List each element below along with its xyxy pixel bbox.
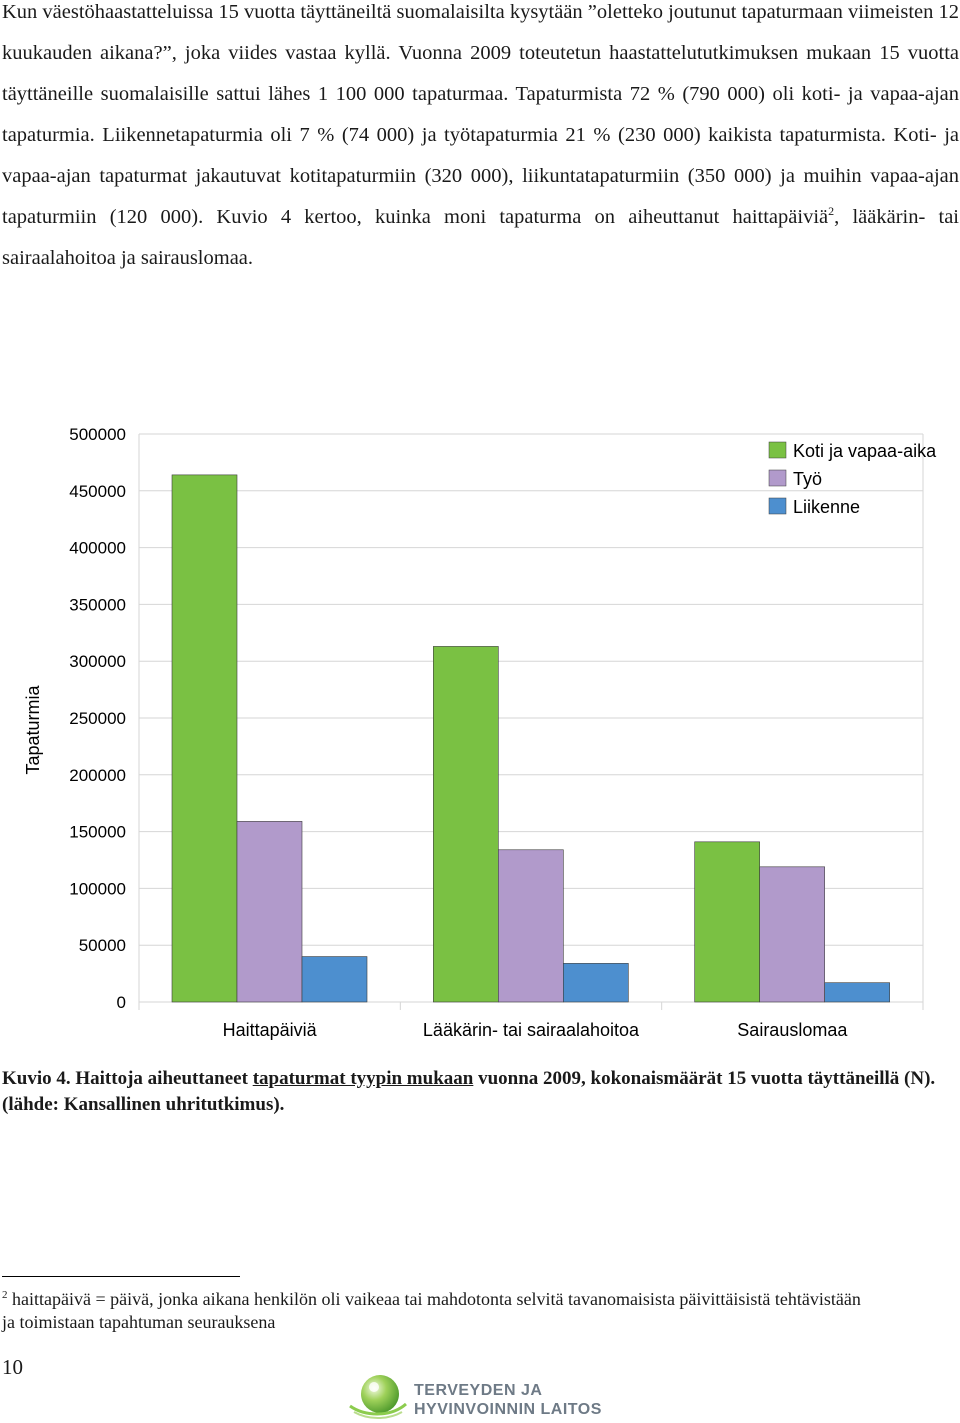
body-paragraph: Kun väestöhaastatteluissa 15 vuotta täyt… <box>2 0 959 279</box>
bar <box>824 982 890 1003</box>
footnote-number: 2 <box>2 1289 8 1301</box>
caption-underlined: tapaturmat tyypin mukaan <box>252 1068 474 1089</box>
bar <box>498 849 564 1003</box>
y-tick-label: 0 <box>117 993 126 1012</box>
logo-text: TERVEYDEN JA HYVINVOINNIN LAITOS <box>414 1381 602 1419</box>
y-tick-label: 50000 <box>79 936 126 955</box>
chart-legend: Koti ja vapaa-aika Työ Liikenne <box>768 441 937 517</box>
y-tick-label: 450000 <box>69 482 126 501</box>
figure-caption: Kuvio 4. Haittoja aiheuttaneet tapaturma… <box>2 1066 942 1118</box>
logo-line-2: HYVINVOINNIN LAITOS <box>414 1401 602 1418</box>
y-tick-label: 100000 <box>69 879 126 898</box>
page-number: 10 <box>2 1355 23 1379</box>
footnote-reference: 2 <box>828 204 835 219</box>
y-tick-label: 150000 <box>69 823 126 842</box>
y-tick-label: 350000 <box>69 595 126 614</box>
y-axis-label: Tapaturmia <box>23 684 43 774</box>
bar <box>301 956 368 1003</box>
x-tick-label: Haittapäiviä <box>223 1020 318 1040</box>
legend-label: Työ <box>793 469 822 489</box>
legend-swatch <box>768 469 787 487</box>
caption-suffix: vuonna 2009, kokonaismäärät 15 vuotta tä… <box>2 1068 936 1115</box>
bar <box>433 646 499 1003</box>
y-axis-ticks: 0 50000 100000 150000 200000 250000 300000 3500… <box>69 425 126 1012</box>
y-tick-label: 500000 <box>69 425 126 444</box>
x-axis-ticks: Haittapäiviä Lääkärin- tai sairaalahoitoa… <box>223 1020 849 1040</box>
y-tick-label: 400000 <box>69 539 126 558</box>
bar <box>563 963 629 1003</box>
legend-swatch <box>768 441 787 459</box>
thl-logo: TERVEYDEN JA HYVINVOINNIN LAITOS <box>344 1372 644 1422</box>
y-tick-label: 250000 <box>69 709 126 728</box>
body-paragraph-text: Kun väestöhaastatteluissa 15 vuotta täyt… <box>2 1 959 228</box>
legend-label: Koti ja vapaa-aika <box>793 441 937 461</box>
footnote: 2 haittapäivä = päivä, jonka aikana henk… <box>2 1284 862 1334</box>
legend-swatch <box>768 497 787 515</box>
y-tick-label: 200000 <box>69 766 126 785</box>
bar <box>171 474 238 1003</box>
body-paragraph-end: , lääkärin- tai sairaalahoitoa ja sairau… <box>2 206 959 269</box>
x-tick-label: Lääkärin- tai sairaalahoitoa <box>423 1020 640 1040</box>
x-tick-label: Sairauslomaa <box>737 1020 848 1040</box>
bar <box>236 821 303 1003</box>
caption-prefix: Kuvio 4. Haittoja aiheuttaneet <box>2 1068 253 1089</box>
bar <box>759 866 825 1003</box>
y-tick-label: 300000 <box>69 652 126 671</box>
bar-chart: 0 50000 100000 150000 200000 250000 300000 3500… <box>23 425 937 1040</box>
legend-label: Liikenne <box>793 497 860 517</box>
footnote-separator <box>2 1276 240 1277</box>
thl-logo-icon <box>349 1375 407 1419</box>
chart-bars <box>171 474 890 1003</box>
footnote-text: haittapäivä = päivä, jonka aikana henkil… <box>2 1289 861 1332</box>
logo-line-1: TERVEYDEN JA <box>414 1382 543 1399</box>
bar <box>694 841 760 1003</box>
